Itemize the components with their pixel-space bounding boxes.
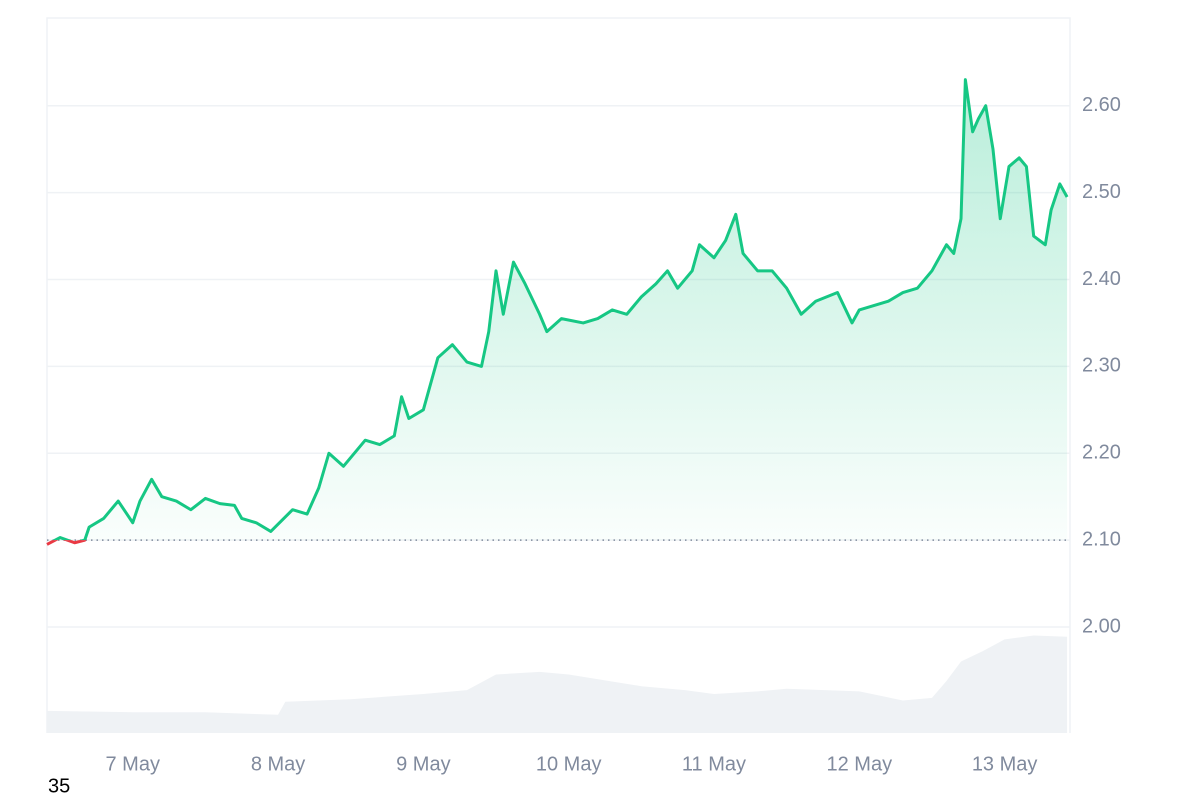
x-tick-label: 8 May: [251, 753, 305, 775]
price-line-up: [51, 78, 1069, 541]
plot-frame: [46, 17, 1071, 733]
x-tick-label: 11 May: [682, 753, 746, 775]
volume-area: [47, 635, 1068, 733]
x-tick-label: 13 May: [972, 753, 1038, 775]
y-tick-label: 2.50: [1082, 181, 1121, 203]
corner-label: 35: [48, 775, 70, 797]
y-tick-label: 2.20: [1082, 442, 1121, 464]
y-tick-label: 2.60: [1082, 94, 1121, 116]
y-tick-label: 2.30: [1082, 355, 1121, 377]
x-tick-label: 12 May: [827, 753, 893, 775]
x-tick-label: 7 May: [106, 753, 160, 775]
y-tick-label: 2.00: [1082, 615, 1121, 637]
price-area: [47, 79, 1068, 541]
y-tick-label: 2.40: [1082, 268, 1121, 290]
x-tick-label: 9 May: [396, 753, 450, 775]
x-tick-label: 10 May: [536, 753, 602, 775]
y-tick-label: 2.10: [1082, 528, 1121, 550]
